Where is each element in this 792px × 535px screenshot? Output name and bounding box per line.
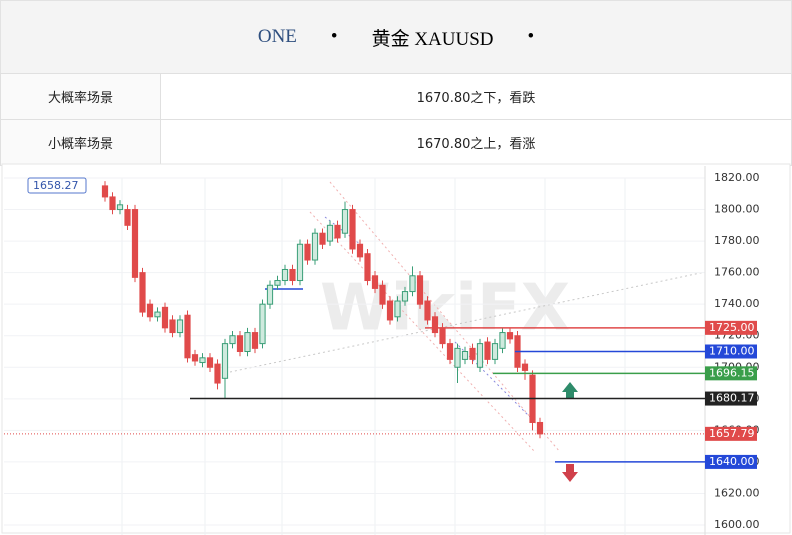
header-part: • — [330, 26, 338, 47]
candle-body — [521, 363, 529, 371]
table-cell: 1670.80之下，看跌 — [160, 73, 792, 120]
table-cell: 1670.80之上，看涨 — [160, 119, 792, 166]
candle-body — [266, 284, 274, 305]
table-row: 小概率场景 1670.80之上，看涨 — [0, 119, 792, 166]
candle-body — [394, 300, 401, 318]
level-label: 1710.00 — [709, 345, 755, 358]
candle-body — [319, 232, 326, 245]
y-tick-label: 1620.00 — [714, 486, 760, 499]
candle-body — [176, 319, 184, 334]
candle-body — [236, 335, 244, 353]
candle-body — [536, 421, 544, 435]
candle-body — [259, 303, 266, 345]
header-part: • — [527, 26, 535, 47]
down-arrow — [562, 464, 578, 482]
candle-body — [191, 354, 199, 362]
candle-body — [154, 311, 161, 318]
candle-body — [379, 284, 386, 305]
candle-body — [101, 185, 109, 198]
candle-body — [131, 209, 139, 278]
candle-body — [476, 343, 484, 368]
scenario-table: 大概率场景 1670.80之下，看跌 小概率场景 1670.80之上，看涨 — [0, 73, 792, 166]
candle-body — [214, 363, 221, 384]
level-label: 1680.17 — [709, 392, 755, 405]
candle-body — [416, 275, 424, 305]
candle-body — [146, 303, 154, 318]
candle-body — [229, 335, 236, 345]
chart-frame — [1, 163, 791, 534]
price-tag-label: 1658.27 — [33, 179, 79, 192]
candle-body — [469, 347, 476, 360]
candle-body — [184, 314, 191, 359]
candle-body — [401, 291, 409, 302]
candle-body — [341, 209, 349, 234]
candle-body — [274, 280, 281, 286]
y-tick-label: 1600.00 — [714, 518, 760, 531]
candle-body — [139, 272, 146, 313]
up-arrow — [562, 382, 578, 399]
level-tag — [705, 366, 757, 381]
candle-body — [124, 209, 131, 226]
y-tick-label: 1740.00 — [714, 297, 760, 310]
level-tag — [705, 344, 757, 359]
candle-body — [161, 306, 169, 329]
candle-body — [281, 268, 289, 282]
candle-body — [364, 253, 371, 282]
plot: 1600.001620.001640.001660.001680.001700.… — [4, 166, 760, 535]
level-tag — [705, 426, 757, 441]
level-tag — [705, 320, 757, 335]
candle-body — [326, 224, 334, 242]
header-part: ONE — [257, 26, 297, 47]
level-label: 1725.00 — [709, 321, 755, 334]
header: ONE • 黄金 XAUUSD • — [0, 0, 792, 74]
level-tag — [705, 454, 757, 469]
header-part: 黄金 XAUUSD — [371, 28, 494, 50]
candle-body — [109, 196, 116, 211]
table-cell: 小概率场景 — [0, 119, 161, 166]
level-label: 1696.15 — [709, 366, 755, 379]
candle-body — [409, 275, 416, 293]
candle-body — [461, 351, 469, 360]
candle-body — [454, 347, 461, 368]
candle-body — [199, 357, 206, 364]
y-tick-label: 1800.00 — [714, 203, 760, 216]
y-tick-label: 1820.00 — [714, 171, 760, 184]
candle-body — [431, 316, 439, 334]
price-tag — [27, 177, 87, 194]
candle-body — [289, 268, 296, 282]
level-tag — [705, 391, 757, 406]
candle-body — [356, 243, 364, 258]
candle-body — [499, 332, 506, 349]
candle-body — [304, 243, 311, 261]
candle-body — [169, 319, 176, 334]
candle-body — [206, 357, 214, 368]
candle-body — [491, 343, 499, 360]
candle-body — [244, 332, 251, 352]
candle-body — [349, 209, 356, 250]
candle-body — [311, 232, 319, 261]
table-row: 大概率场景 1670.80之下，看跌 — [0, 73, 792, 120]
level-label: 1657.79 — [709, 427, 755, 440]
candle-body — [386, 300, 394, 321]
level-label: 1640.00 — [709, 455, 755, 468]
candle-body — [371, 275, 379, 289]
candle-body — [116, 204, 124, 211]
table-cell: 大概率场景 — [0, 73, 161, 120]
candle-body — [506, 332, 514, 340]
candle-body — [424, 300, 431, 321]
y-tick-label: 1780.00 — [714, 234, 760, 247]
candle-body — [334, 224, 341, 239]
candle-body — [251, 332, 259, 349]
candle-body — [221, 343, 229, 379]
candle-body — [439, 327, 446, 345]
candle-body — [296, 243, 304, 282]
candle-body — [484, 341, 491, 360]
y-tick-label: 1760.00 — [714, 266, 760, 279]
candle-body — [446, 343, 454, 360]
chart: WikiFX 1600.001620.001640.001660.001680.… — [1, 163, 791, 535]
